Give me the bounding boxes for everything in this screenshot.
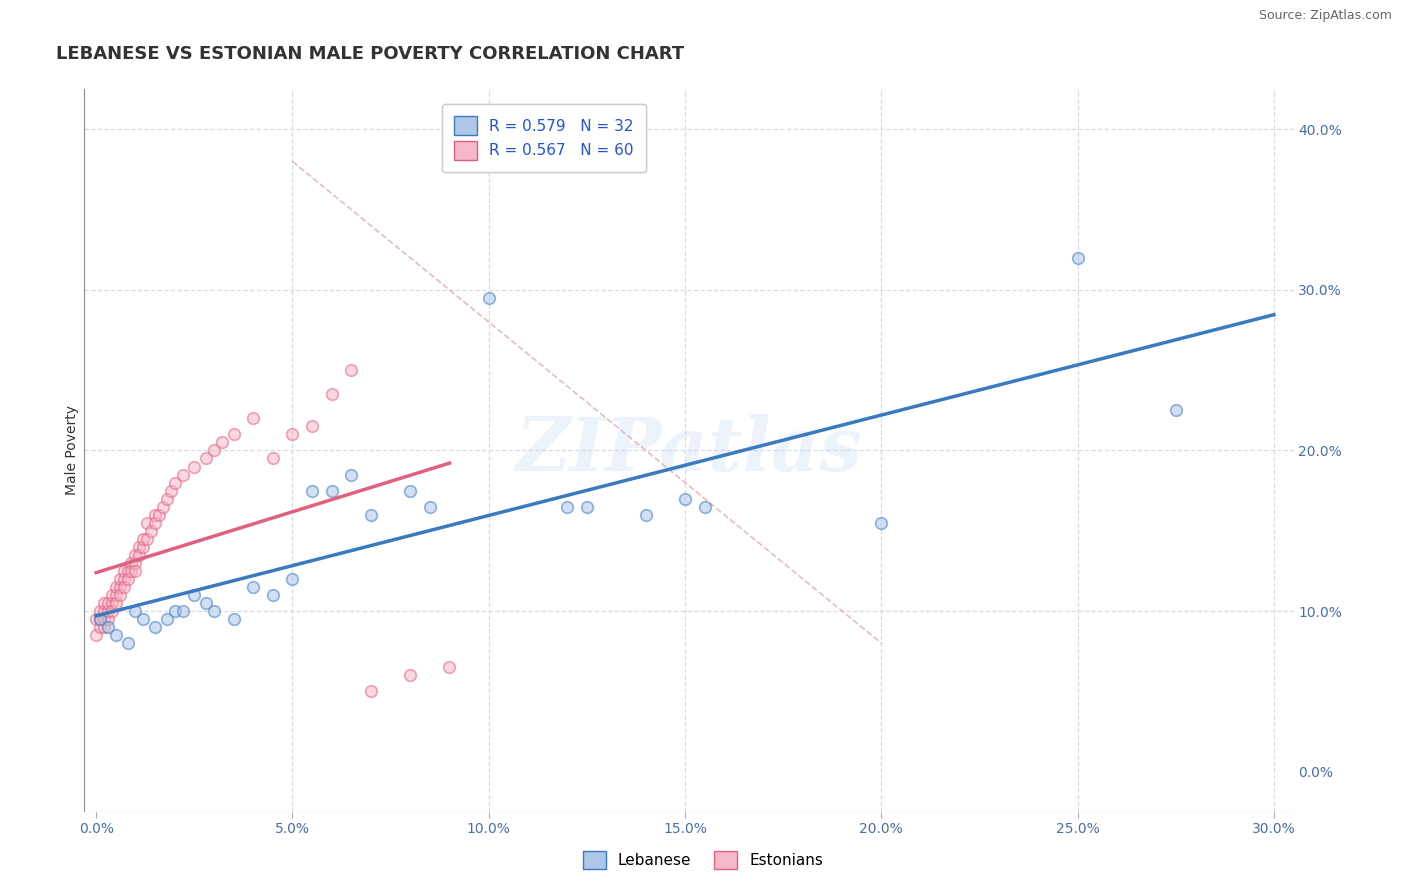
Text: LEBANESE VS ESTONIAN MALE POVERTY CORRELATION CHART: LEBANESE VS ESTONIAN MALE POVERTY CORREL… bbox=[56, 45, 685, 62]
Text: ZIPatlas: ZIPatlas bbox=[516, 414, 862, 487]
Point bbox=[202, 443, 225, 458]
Point bbox=[301, 483, 323, 498]
Point bbox=[132, 532, 155, 546]
Point bbox=[156, 612, 179, 626]
Point bbox=[195, 451, 218, 466]
Point bbox=[132, 540, 155, 554]
Point bbox=[101, 604, 124, 618]
Point bbox=[93, 620, 115, 634]
Point bbox=[1066, 251, 1088, 265]
Point bbox=[108, 580, 131, 594]
Point bbox=[104, 588, 127, 602]
Point bbox=[301, 419, 323, 434]
Point bbox=[128, 548, 150, 562]
Point bbox=[117, 564, 139, 578]
Point bbox=[183, 459, 205, 474]
Point bbox=[143, 508, 166, 522]
Point bbox=[360, 508, 382, 522]
Point bbox=[163, 604, 186, 618]
Point bbox=[163, 475, 186, 490]
Point bbox=[222, 612, 245, 626]
Point bbox=[419, 500, 441, 514]
Point bbox=[121, 564, 143, 578]
Point bbox=[172, 467, 194, 482]
Point bbox=[360, 684, 382, 698]
Point bbox=[89, 612, 111, 626]
Point bbox=[159, 483, 181, 498]
Point bbox=[439, 660, 461, 674]
Point bbox=[195, 596, 218, 610]
Point bbox=[281, 572, 304, 586]
Point bbox=[89, 620, 111, 634]
Point bbox=[202, 604, 225, 618]
Point bbox=[340, 363, 363, 377]
Point bbox=[112, 580, 135, 594]
Point bbox=[136, 532, 159, 546]
Point bbox=[117, 572, 139, 586]
Point bbox=[128, 540, 150, 554]
Point bbox=[156, 491, 179, 506]
Point bbox=[124, 604, 146, 618]
Point bbox=[321, 387, 343, 401]
Point bbox=[89, 604, 111, 618]
Point bbox=[242, 580, 264, 594]
Point bbox=[478, 291, 501, 305]
Point bbox=[262, 588, 284, 602]
Point bbox=[634, 508, 657, 522]
Point bbox=[242, 411, 264, 425]
Point bbox=[117, 636, 139, 650]
Point bbox=[97, 620, 120, 634]
Point bbox=[97, 604, 120, 618]
Point bbox=[124, 548, 146, 562]
Point bbox=[139, 524, 162, 538]
Point bbox=[104, 628, 127, 642]
Point bbox=[143, 620, 166, 634]
Point bbox=[575, 500, 598, 514]
Point bbox=[121, 556, 143, 570]
Point bbox=[870, 516, 893, 530]
Point bbox=[84, 612, 107, 626]
Point bbox=[321, 483, 343, 498]
Point bbox=[101, 588, 124, 602]
Point bbox=[132, 612, 155, 626]
Point bbox=[1164, 403, 1187, 417]
Point bbox=[93, 596, 115, 610]
Point bbox=[84, 628, 107, 642]
Point bbox=[93, 604, 115, 618]
Point bbox=[104, 580, 127, 594]
Legend: Lebanese, Estonians: Lebanese, Estonians bbox=[576, 845, 830, 875]
Point bbox=[152, 500, 174, 514]
Point bbox=[281, 427, 304, 442]
Point bbox=[124, 556, 146, 570]
Point bbox=[222, 427, 245, 442]
Point bbox=[104, 596, 127, 610]
Point bbox=[148, 508, 170, 522]
Point bbox=[136, 516, 159, 530]
Point bbox=[108, 588, 131, 602]
Point bbox=[555, 500, 578, 514]
Legend: R = 0.579   N = 32, R = 0.567   N = 60: R = 0.579 N = 32, R = 0.567 N = 60 bbox=[441, 104, 645, 172]
Point bbox=[340, 467, 363, 482]
Point bbox=[97, 612, 120, 626]
Point bbox=[112, 572, 135, 586]
Point bbox=[124, 564, 146, 578]
Point bbox=[93, 612, 115, 626]
Point bbox=[101, 596, 124, 610]
Point bbox=[262, 451, 284, 466]
Y-axis label: Male Poverty: Male Poverty bbox=[65, 406, 79, 495]
Point bbox=[108, 572, 131, 586]
Point bbox=[693, 500, 716, 514]
Point bbox=[183, 588, 205, 602]
Point bbox=[399, 668, 422, 682]
Point bbox=[112, 564, 135, 578]
Point bbox=[172, 604, 194, 618]
Point bbox=[97, 596, 120, 610]
Text: Source: ZipAtlas.com: Source: ZipAtlas.com bbox=[1258, 9, 1392, 22]
Point bbox=[89, 612, 111, 626]
Point bbox=[143, 516, 166, 530]
Point bbox=[673, 491, 696, 506]
Point bbox=[399, 483, 422, 498]
Point bbox=[211, 435, 233, 450]
